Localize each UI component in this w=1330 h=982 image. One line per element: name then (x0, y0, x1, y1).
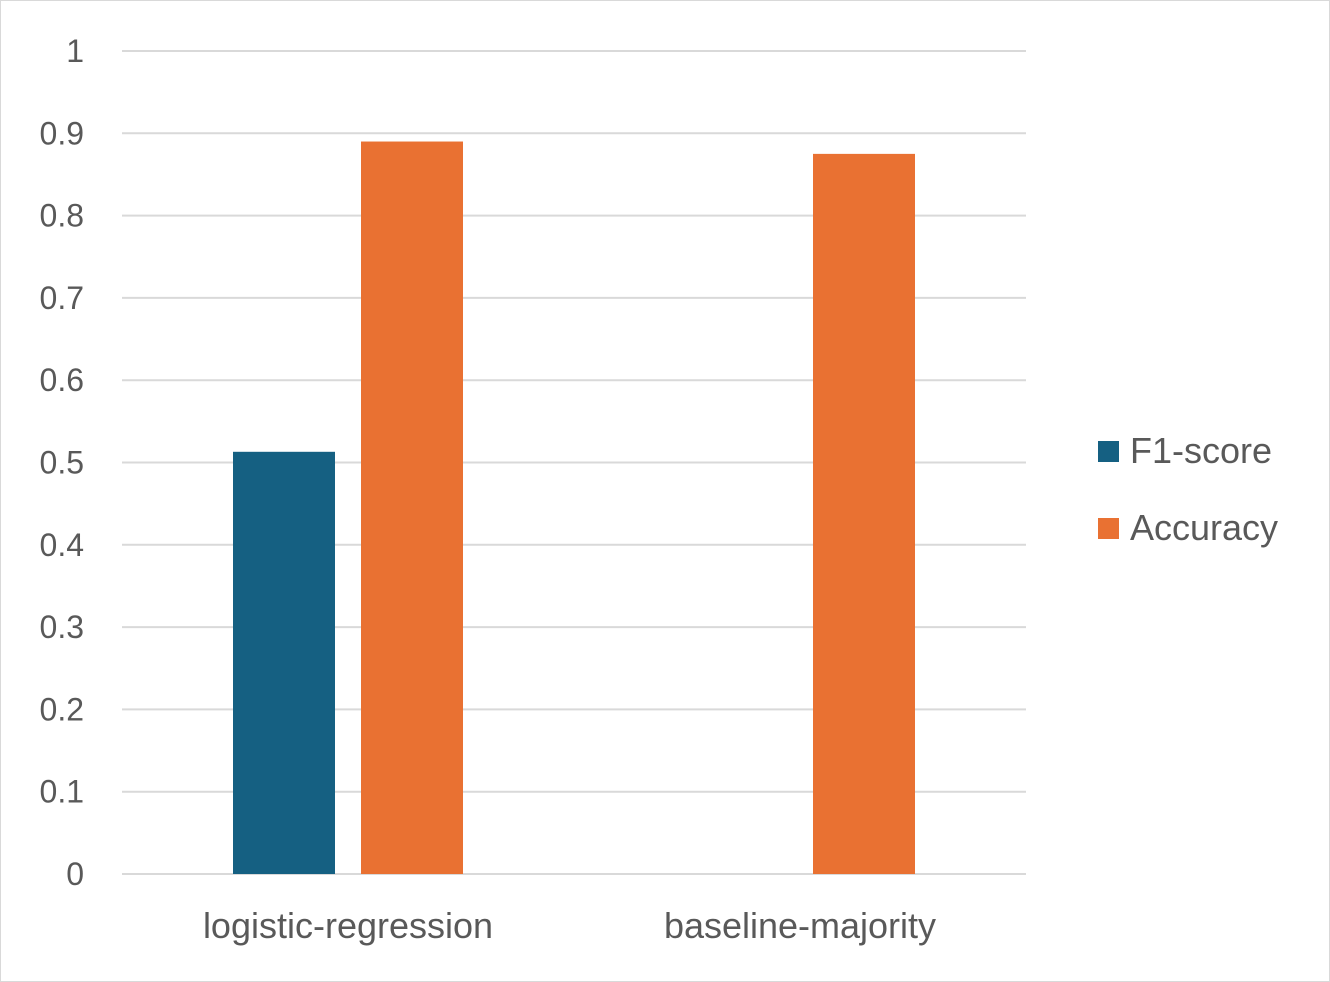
bars (233, 141, 915, 874)
y-tick-label: 0.9 (40, 115, 84, 151)
legend-label: Accuracy (1130, 507, 1278, 548)
y-axis-tick-labels: 0 0.1 0.2 0.3 0.4 0.5 0.6 0.7 0.8 0.9 1 (40, 33, 84, 892)
bar-accuracy-baseline-majority (813, 153, 915, 874)
x-axis-category-labels: logistic-regression baseline-majority (203, 905, 936, 946)
x-category-label: logistic-regression (203, 905, 493, 946)
y-tick-label: 0.8 (40, 198, 84, 234)
y-tick-label: 0.5 (40, 445, 84, 481)
legend-label: F1-score (1130, 430, 1272, 471)
y-tick-label: 0.4 (40, 527, 84, 563)
y-tick-label: 1 (66, 33, 84, 69)
legend-swatch (1098, 441, 1119, 462)
y-tick-label: 0 (66, 856, 84, 892)
y-tick-label: 0.7 (40, 280, 84, 316)
y-tick-label: 0.6 (40, 362, 84, 398)
legend: F1-score Accuracy (1098, 430, 1278, 548)
legend-swatch (1098, 518, 1119, 539)
y-tick-label: 0.3 (40, 609, 84, 645)
bar-f1-score-logistic-regression (233, 451, 335, 874)
x-category-label: baseline-majority (664, 905, 936, 946)
y-tick-label: 0.2 (40, 691, 84, 727)
y-tick-label: 0.1 (40, 774, 84, 810)
bar-accuracy-logistic-regression (361, 141, 463, 874)
